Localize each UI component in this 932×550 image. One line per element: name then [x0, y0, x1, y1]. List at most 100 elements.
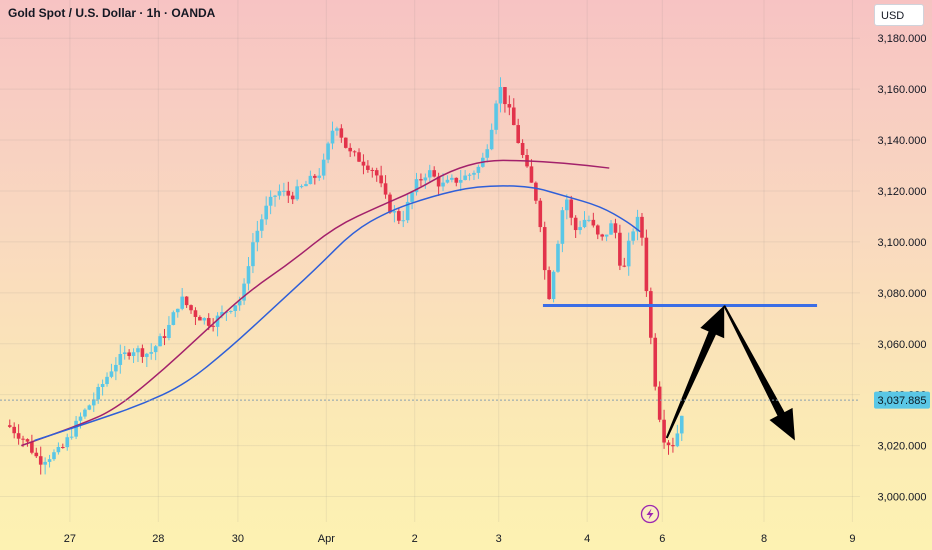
candle[interactable] [343, 137, 348, 149]
candle[interactable] [268, 190, 273, 215]
candle[interactable] [136, 345, 140, 363]
candle[interactable] [264, 196, 268, 225]
candle[interactable] [149, 343, 154, 360]
candle[interactable] [600, 233, 604, 241]
candle[interactable] [679, 415, 684, 442]
candle[interactable] [91, 392, 96, 412]
candle[interactable] [215, 312, 220, 337]
candle[interactable] [556, 240, 560, 273]
price-axis[interactable]: 3,180.000 3,160.000 3,140.000 3,120.000 3,10… [878, 33, 927, 503]
candle[interactable] [69, 427, 74, 440]
candle[interactable] [47, 454, 52, 468]
candle[interactable] [131, 348, 136, 363]
candle[interactable] [498, 77, 503, 113]
candle[interactable] [317, 168, 322, 181]
candle[interactable] [313, 173, 317, 185]
candle[interactable] [534, 181, 538, 205]
candle[interactable] [43, 457, 47, 475]
candle[interactable] [34, 447, 39, 458]
candle[interactable] [644, 229, 649, 297]
candle[interactable] [503, 87, 507, 113]
event-marker[interactable] [640, 504, 660, 524]
candle[interactable] [52, 449, 56, 461]
candle[interactable] [202, 317, 207, 325]
candle[interactable] [582, 211, 587, 229]
candle[interactable] [419, 173, 423, 187]
candle[interactable] [649, 287, 653, 345]
candle[interactable] [167, 316, 171, 341]
forecast-arrow-1[interactable] [665, 305, 725, 439]
candle[interactable] [573, 215, 578, 238]
candle[interactable] [666, 440, 671, 455]
candle[interactable] [282, 182, 286, 197]
candle[interactable] [109, 363, 114, 379]
candle[interactable] [529, 159, 534, 183]
candle[interactable] [145, 352, 149, 368]
candle[interactable] [618, 224, 622, 271]
candle[interactable] [184, 296, 189, 308]
candle[interactable] [299, 184, 304, 189]
candle[interactable] [273, 194, 277, 207]
candle[interactable] [290, 191, 295, 205]
candle[interactable] [229, 310, 233, 314]
candle[interactable] [158, 333, 162, 347]
candle[interactable] [370, 167, 375, 178]
candle[interactable] [507, 95, 512, 116]
candle[interactable] [259, 214, 264, 238]
candle[interactable] [551, 270, 556, 303]
candle[interactable] [538, 198, 543, 233]
candle[interactable] [494, 100, 498, 135]
candle[interactable] [516, 118, 520, 144]
candle[interactable] [374, 167, 379, 182]
candle[interactable] [242, 278, 246, 305]
candle[interactable] [454, 177, 459, 187]
candle[interactable] [193, 307, 198, 326]
candle[interactable] [295, 179, 299, 201]
candle[interactable] [587, 215, 591, 223]
candle[interactable] [277, 184, 282, 200]
candle[interactable] [565, 194, 569, 220]
candle[interactable] [388, 192, 392, 214]
candle[interactable] [335, 126, 339, 136]
currency-button[interactable]: USD [874, 4, 924, 26]
candle[interactable] [604, 234, 609, 242]
candle[interactable] [671, 437, 675, 453]
candle[interactable] [118, 344, 123, 374]
candle[interactable] [392, 205, 397, 223]
forecast-arrow-2[interactable] [723, 305, 795, 441]
candle[interactable] [330, 121, 335, 150]
candle[interactable] [153, 344, 158, 361]
candle[interactable] [251, 233, 255, 274]
candle[interactable] [463, 170, 467, 181]
candle[interactable] [631, 228, 635, 245]
candle[interactable] [180, 288, 184, 311]
candle[interactable] [38, 446, 43, 475]
candle[interactable] [481, 152, 485, 168]
candle[interactable] [61, 443, 65, 449]
candle[interactable] [352, 150, 357, 157]
candle[interactable] [675, 424, 680, 448]
candle[interactable] [162, 328, 167, 346]
candle[interactable] [441, 173, 445, 192]
candle[interactable] [560, 207, 565, 253]
candle[interactable] [83, 408, 87, 419]
candle[interactable] [339, 124, 344, 143]
candle[interactable] [414, 172, 419, 196]
candle[interactable] [379, 165, 383, 188]
candle[interactable] [626, 232, 631, 276]
candle[interactable] [348, 143, 352, 157]
forecast-arrows[interactable] [665, 305, 795, 441]
time-axis[interactable]: 27 28 30 Apr 2 3 4 6 8 9 [64, 533, 856, 545]
candle[interactable] [255, 220, 260, 252]
candle[interactable] [286, 181, 291, 203]
candle[interactable] [171, 310, 176, 326]
candle[interactable] [591, 212, 596, 228]
candle[interactable] [175, 308, 180, 318]
candle[interactable] [12, 422, 16, 439]
candle[interactable] [432, 166, 436, 178]
candle[interactable] [472, 170, 476, 181]
candle[interactable] [485, 144, 490, 163]
candle[interactable] [100, 379, 105, 396]
candle[interactable] [114, 357, 118, 381]
candle[interactable] [397, 207, 401, 225]
